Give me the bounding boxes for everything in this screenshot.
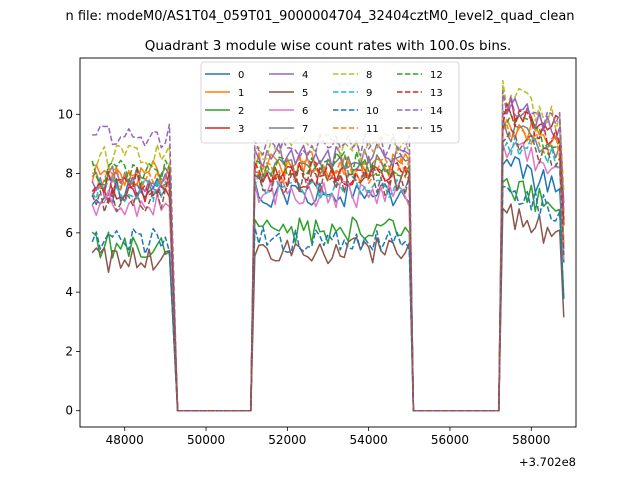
- legend-label-14: 14: [430, 106, 443, 117]
- legend-label-7: 7: [302, 124, 308, 135]
- y-tick-label: 2: [65, 344, 73, 358]
- series-line-5: [91, 203, 565, 412]
- plot-frame: [79, 57, 577, 428]
- x-tick-label: 58000: [512, 433, 550, 447]
- series-line-3: [91, 97, 565, 412]
- series-line-8: [91, 79, 565, 412]
- series-line-0: [91, 156, 565, 412]
- y-tick-label: 10: [58, 107, 73, 121]
- legend-label-0: 0: [238, 70, 244, 81]
- legend-label-3: 3: [238, 124, 244, 135]
- x-tick-label: 54000: [350, 433, 388, 447]
- x-tick-label: 48000: [106, 433, 144, 447]
- legend-label-9: 9: [366, 88, 372, 99]
- legend-label-10: 10: [366, 106, 379, 117]
- legend-label-4: 4: [302, 70, 308, 81]
- legend-label-8: 8: [366, 70, 372, 81]
- series-line-9: [91, 136, 565, 412]
- x-tick-label: 56000: [431, 433, 469, 447]
- series-line-2: [91, 177, 565, 412]
- x-offset-label: +3.702e8: [519, 455, 576, 469]
- legend-box: [200, 61, 460, 144]
- series-line-11: [92, 124, 565, 412]
- legend-label-1: 1: [238, 88, 244, 99]
- y-tick-label: 6: [65, 226, 73, 240]
- legend-label-6: 6: [302, 106, 308, 117]
- y-tick-label: 8: [65, 167, 73, 181]
- series-line-6: [91, 142, 565, 412]
- chart-title: Quadrant 3 module wise count rates with …: [145, 38, 511, 54]
- legend-label-2: 2: [238, 106, 244, 117]
- y-tick-label: 0: [65, 404, 73, 418]
- y-tick-label: 4: [65, 285, 73, 299]
- series-line-12: [91, 113, 565, 412]
- x-tick-label: 52000: [268, 433, 306, 447]
- legend-label-11: 11: [366, 124, 379, 135]
- x-tick-label: 50000: [187, 433, 225, 447]
- series-line-10: [91, 185, 565, 412]
- chart-suptitle: n file: modeM0/AS1T04_059T01_9000004704_…: [65, 9, 574, 24]
- legend-label-15: 15: [430, 124, 443, 135]
- series-line-15: [91, 128, 565, 412]
- legend-label-5: 5: [302, 88, 308, 99]
- legend-label-13: 13: [430, 88, 443, 99]
- series-line-1: [91, 118, 565, 412]
- legend-label-12: 12: [430, 70, 443, 81]
- series-line-4: [91, 97, 565, 412]
